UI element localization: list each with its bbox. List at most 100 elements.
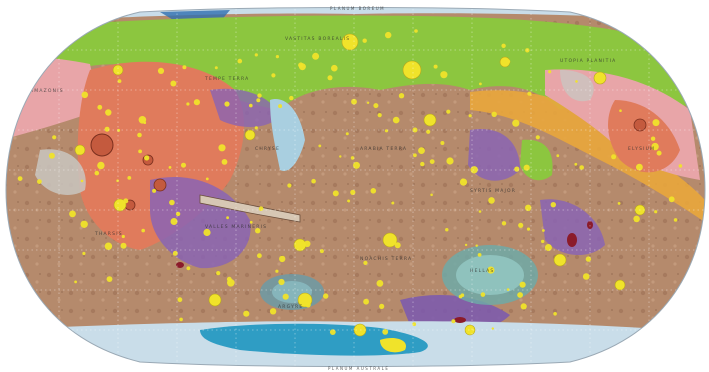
label-chryse: CHRYSE [255, 146, 280, 152]
impact-crater [227, 279, 235, 287]
impact-crater [478, 210, 482, 213]
impact-crater [123, 198, 129, 204]
label-amazonis: AMAZONIS [30, 88, 64, 94]
impact-crater [379, 303, 385, 309]
impact-crater [479, 82, 482, 86]
impact-crater [519, 281, 526, 288]
dark-red-spots [176, 221, 593, 323]
label-south-rim: PLANUM AUSTRALE [328, 366, 389, 371]
impact-crater [385, 31, 392, 39]
label-north-rim: PLANUM BOREUM [330, 6, 385, 11]
impact-crater [553, 312, 557, 316]
impact-crater [278, 278, 285, 286]
impact-crater [138, 116, 147, 124]
label-argyre: ARGYRE [278, 304, 303, 310]
impact-crater [289, 95, 294, 101]
impact-crater [214, 66, 218, 70]
impact-crater [402, 60, 422, 80]
impact-crater [257, 93, 262, 98]
impact-crater [168, 166, 172, 169]
impact-crater [80, 220, 88, 228]
impact-crater [319, 249, 324, 254]
impact-crater [398, 93, 405, 99]
impact-crater [216, 271, 221, 276]
impact-crater [526, 227, 531, 231]
impact-crater [287, 183, 292, 188]
impact-crater [542, 229, 545, 232]
chryse-channel-unit [270, 99, 305, 171]
impact-crater [480, 292, 486, 297]
label-noachis: NOACHIS TERRA [360, 256, 412, 262]
impact-crater [376, 280, 384, 287]
impact-crater [82, 251, 86, 256]
label-elysium: ELYSIUM [628, 146, 655, 152]
impact-crater [271, 73, 276, 78]
impact-crater [553, 253, 567, 267]
impact-crater [363, 298, 369, 305]
impact-crater [636, 163, 643, 171]
impact-crater [426, 129, 431, 134]
impact-crater [366, 101, 370, 105]
impact-crater [74, 280, 77, 284]
impact-crater [656, 150, 662, 156]
impact-crater [17, 176, 23, 182]
impact-crater [501, 221, 507, 226]
gray-unit-west [35, 149, 86, 195]
impact-crater [249, 103, 253, 108]
impact-crater [446, 157, 454, 165]
impact-crater [116, 179, 119, 182]
impact-crater [514, 166, 520, 172]
impact-crater [350, 189, 356, 195]
impact-crater [243, 310, 250, 317]
impact-crater [440, 71, 448, 79]
impact-crater [505, 59, 511, 64]
impact-crater [556, 154, 560, 158]
impact-crater [81, 91, 89, 99]
impact-crater [182, 65, 187, 70]
impact-crater [541, 239, 545, 244]
impact-crater [373, 103, 379, 109]
impact-crater [177, 297, 183, 303]
impact-crater [391, 201, 395, 205]
impact-crater [394, 242, 401, 249]
impact-crater [312, 52, 320, 60]
impact-crater [446, 109, 451, 114]
impact-crater [106, 276, 113, 282]
impact-crater [327, 75, 333, 81]
impact-crater [550, 202, 556, 208]
impact-crater [523, 164, 530, 171]
gray-unit-east [560, 70, 594, 102]
impact-crater [278, 104, 283, 109]
impact-crater [574, 162, 578, 166]
impact-crater [525, 48, 530, 53]
impact-crater [331, 64, 338, 72]
impact-crater [470, 166, 478, 174]
impact-crater [279, 255, 286, 263]
impact-crater [633, 215, 640, 223]
impact-crater [175, 211, 181, 217]
impact-crater [582, 273, 590, 280]
purple-unit-tempe [210, 88, 280, 127]
purple-unit-east [540, 199, 605, 256]
impact-crater [512, 119, 520, 127]
impact-crater [617, 202, 621, 205]
impact-crater [170, 80, 177, 87]
impact-crater [445, 228, 449, 232]
red-spot [176, 262, 184, 268]
impact-crater [304, 240, 311, 247]
impact-crater [205, 177, 209, 181]
valles-marineris-trough [199, 194, 301, 223]
impact-crater [654, 210, 658, 214]
impact-crater [506, 288, 510, 291]
red-spot [567, 233, 577, 247]
impact-crater [141, 228, 145, 233]
impact-crater [117, 79, 122, 83]
hellas-basin-floor [456, 255, 524, 295]
purple-unit-syrtis [468, 129, 520, 181]
impact-crater [351, 98, 357, 105]
label-arabia: ARABIA TERRA [360, 146, 407, 152]
impact-crater [464, 243, 468, 247]
tharsis-volcano-1 [153, 178, 167, 192]
